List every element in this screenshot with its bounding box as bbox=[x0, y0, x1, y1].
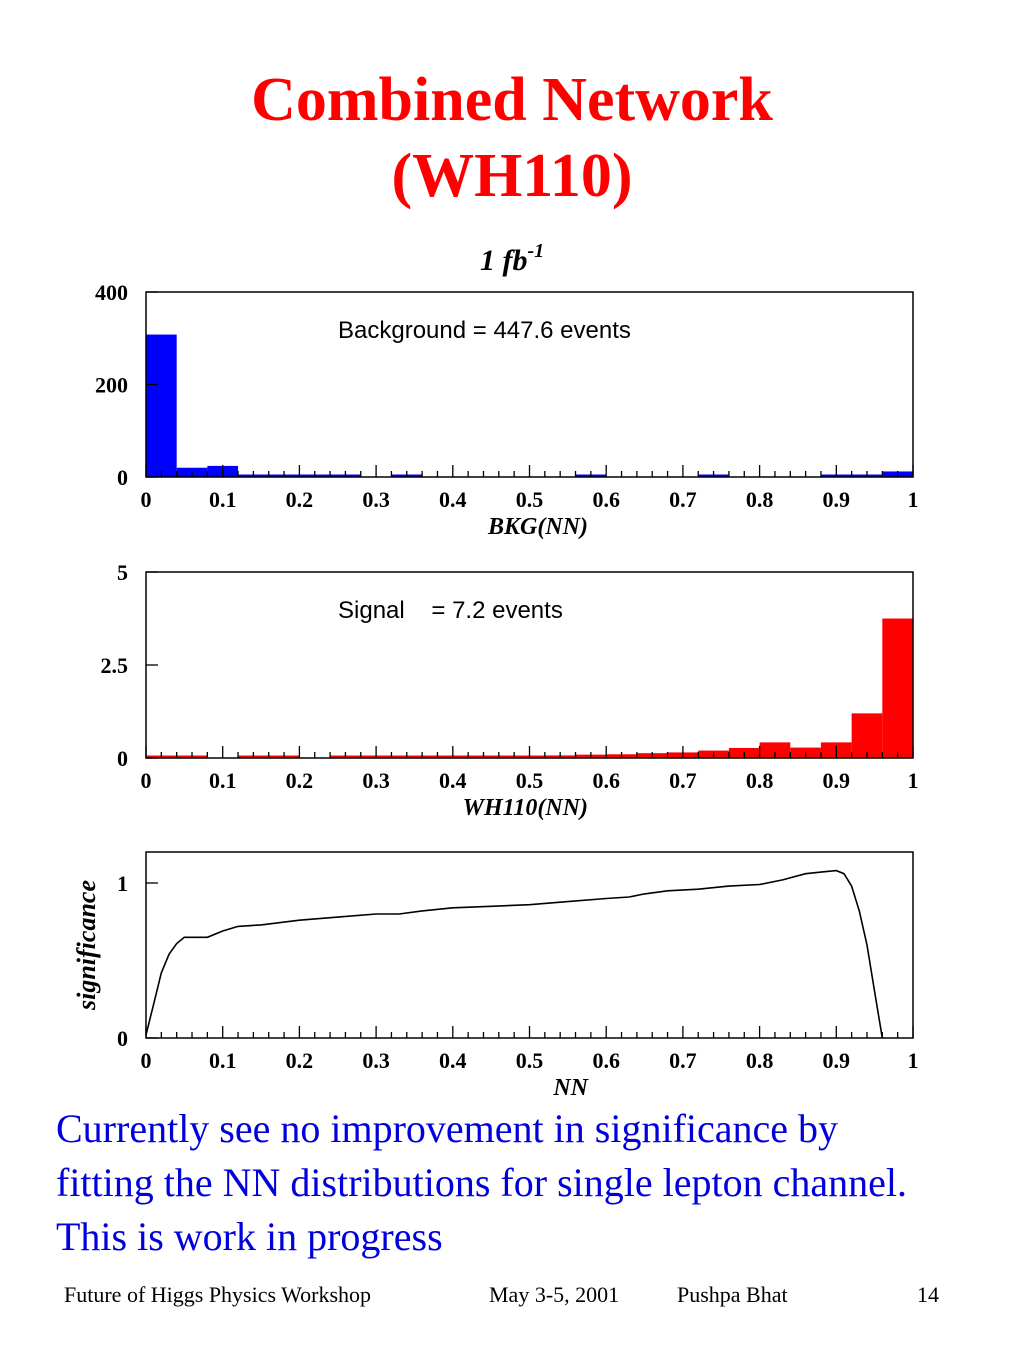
y-tick-label: 2.5 bbox=[101, 653, 129, 678]
x-tick-label: 0.3 bbox=[362, 487, 390, 512]
x-tick-label: 0.3 bbox=[362, 1048, 390, 1073]
body-line-3: This is work in progress bbox=[56, 1214, 443, 1259]
body-line-2: fitting the NN distributions for single … bbox=[56, 1160, 907, 1205]
x-tick-label: 0.5 bbox=[516, 768, 544, 793]
footer-author: Pushpa Bhat bbox=[677, 1282, 788, 1307]
x-tick-label: 0.1 bbox=[209, 768, 237, 793]
x-axis-label: WH110(NN) bbox=[463, 795, 588, 821]
x-tick-label: 0 bbox=[141, 768, 152, 793]
x-tick-label: 0.7 bbox=[669, 768, 697, 793]
footer-date: May 3-5, 2001 bbox=[489, 1282, 620, 1307]
x-tick-label: 0.2 bbox=[286, 768, 314, 793]
body-text: Currently see no improvement in signific… bbox=[56, 1102, 1024, 1264]
x-tick-label: 0.4 bbox=[439, 487, 467, 512]
chart-annotation: Background = 447.6 events bbox=[338, 317, 631, 344]
slide-title-line1: Combined Network bbox=[251, 66, 773, 134]
y-tick-label: 0 bbox=[117, 1026, 128, 1051]
chart-annotation: Signal = 7.2 events bbox=[338, 597, 563, 624]
histogram-bar bbox=[759, 742, 791, 758]
y-axis-label: significance bbox=[72, 880, 101, 1011]
x-tick-label: 0.5 bbox=[516, 487, 544, 512]
x-tick-label: 0.4 bbox=[439, 1048, 467, 1073]
y-tick-label: 400 bbox=[95, 280, 128, 305]
x-tick-label: 0.7 bbox=[669, 487, 697, 512]
x-tick-label: 0.4 bbox=[439, 768, 467, 793]
x-tick-label: 0.8 bbox=[746, 487, 774, 512]
y-tick-label: 0 bbox=[117, 465, 128, 490]
x-tick-label: 0.5 bbox=[516, 1048, 544, 1073]
luminosity-exponent: -1 bbox=[528, 240, 545, 262]
y-tick-label: 1 bbox=[117, 871, 128, 896]
histogram-bar bbox=[882, 618, 913, 758]
y-tick-label: 0 bbox=[117, 746, 128, 771]
body-line-1: Currently see no improvement in signific… bbox=[56, 1106, 839, 1151]
significance-curve bbox=[145, 869, 884, 1039]
x-tick-label: 0.7 bbox=[669, 1048, 697, 1073]
x-tick-label: 0.6 bbox=[592, 768, 620, 793]
footer-page-number: 14 bbox=[917, 1282, 939, 1307]
x-tick-label: 0.2 bbox=[286, 1048, 314, 1073]
x-tick-label: 0.9 bbox=[823, 487, 851, 512]
x-axis-label: BKG(NN) bbox=[487, 514, 588, 540]
y-tick-label: 5 bbox=[117, 560, 128, 585]
x-tick-label: 0.1 bbox=[209, 487, 237, 512]
background-histogram: 0 0.1 0.2 0.3 0.4 0.5 0.6 0.7 0.8 0.9 1 0 200 400 BKG(… bbox=[95, 280, 919, 540]
luminosity-label: 1 fb-1 bbox=[480, 240, 544, 277]
histogram-bar bbox=[146, 334, 177, 477]
signal-histogram: 0 0.1 0.2 0.3 0.4 0.5 0.6 0.7 0.8 0.9 1 0 2.5 5 WH110(… bbox=[101, 560, 919, 821]
x-axis-label: NN bbox=[552, 1075, 589, 1100]
x-tick-label: 1 bbox=[908, 768, 919, 793]
x-tick-label: 0.3 bbox=[362, 768, 390, 793]
x-tick-label: 0.6 bbox=[592, 1048, 620, 1073]
x-tick-label: 0.8 bbox=[746, 1048, 774, 1073]
x-tick-label: 0.9 bbox=[823, 768, 851, 793]
x-tick-label: 0.9 bbox=[823, 1048, 851, 1073]
x-tick-label: 0.2 bbox=[286, 487, 314, 512]
x-tick-label: 0.6 bbox=[592, 487, 620, 512]
x-tick-label: 1 bbox=[908, 487, 919, 512]
luminosity-base: 1 fb bbox=[480, 244, 528, 277]
plot-frame bbox=[145, 851, 914, 1039]
x-tick-label: 0 bbox=[141, 487, 152, 512]
footer-workshop: Future of Higgs Physics Workshop bbox=[64, 1282, 372, 1307]
y-tick-label: 200 bbox=[95, 373, 128, 398]
charts-svg: 1 fb-1 0 0.1 0.2 0.3 0.4 0.5 0.6 0.7 0.8 0.9 1 0 200… bbox=[72, 240, 919, 1100]
histogram-bar bbox=[851, 713, 883, 758]
significance-plot: 0 0.1 0.2 0.3 0.4 0.5 0.6 0.7 0.8 0.9 1 0 1 NN signifi… bbox=[72, 851, 919, 1100]
x-tick-label: 0.1 bbox=[209, 1048, 237, 1073]
x-tick-label: 0.8 bbox=[746, 768, 774, 793]
x-tick-label: 0 bbox=[141, 1048, 152, 1073]
slide-title-line2: (WH110) bbox=[391, 142, 633, 210]
x-tick-label: 1 bbox=[908, 1048, 919, 1073]
